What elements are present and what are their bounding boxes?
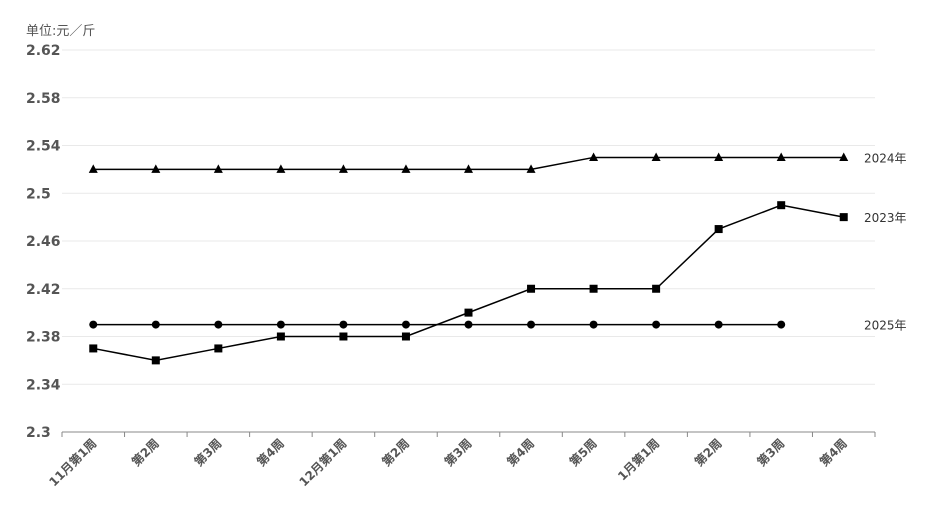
data-point: [338, 164, 348, 173]
data-point: [589, 152, 599, 161]
y-tick-label: 2.38: [26, 330, 61, 346]
series-square: 2023年: [89, 201, 907, 365]
series-triangle: 2024年: [88, 151, 907, 173]
series-circle: 2025年: [89, 319, 907, 333]
x-tick-label: 第2周: [128, 436, 161, 469]
x-tick-label: 11月第1周: [46, 436, 100, 490]
data-point: [339, 320, 348, 329]
data-point: [714, 225, 723, 234]
data-point: [527, 284, 536, 293]
unit-label: 单位:元／斤: [26, 24, 95, 39]
data-point: [776, 152, 786, 161]
data-point: [777, 201, 786, 210]
y-tick-label: 2.58: [26, 91, 61, 107]
data-point: [464, 320, 473, 329]
data-point: [714, 320, 723, 329]
data-point: [88, 164, 98, 173]
data-point: [527, 320, 536, 329]
x-tick-label: 第2周: [379, 436, 412, 469]
data-point: [276, 164, 286, 173]
data-point: [839, 152, 849, 161]
data-point: [214, 320, 223, 329]
x-tick-label: 12月第1周: [296, 436, 350, 490]
data-point: [89, 320, 98, 329]
y-axis-ticks: 2.3 2.34 2.38 2.42 2.46 2.5 2.54 2.58 2.62: [26, 43, 61, 441]
y-tick-label: 2.62: [26, 43, 61, 59]
data-point: [651, 152, 661, 161]
y-tick-label: 2.46: [26, 234, 61, 250]
data-point: [714, 152, 724, 161]
y-tick-label: 2.3: [26, 425, 51, 441]
data-point: [652, 320, 661, 329]
data-point: [401, 332, 410, 341]
data-point: [839, 213, 848, 222]
data-point: [526, 164, 536, 173]
x-tick-label: 第4周: [504, 436, 537, 469]
data-point: [214, 344, 223, 353]
grid: [62, 49, 875, 385]
series-label: 2025年: [864, 319, 907, 333]
data-point: [89, 344, 98, 353]
data-point: [777, 320, 786, 329]
x-tick-label: 第4周: [816, 436, 849, 469]
y-tick-label: 2.5: [26, 186, 51, 202]
data-point: [151, 320, 160, 329]
x-tick-label: 第3周: [754, 436, 787, 469]
data-point: [276, 332, 285, 341]
data-point: [652, 284, 661, 293]
x-tick-label: 第3周: [441, 436, 474, 469]
x-tick-label: 1月第1周: [614, 436, 662, 484]
data-point: [151, 356, 160, 365]
data-point: [464, 164, 473, 173]
data-point: [276, 320, 285, 329]
x-tick-label: 第3周: [191, 436, 224, 469]
data-point: [589, 320, 598, 329]
data-point: [464, 308, 473, 317]
data-point: [213, 164, 223, 173]
x-tick-label: 第5周: [566, 436, 599, 469]
series-group: 2024年 2023年 2025年: [88, 151, 907, 365]
x-axis: 11月第1周 第2周 第3周 第4周 12月第1周 第2周 第3周 第4周 第5周 1月第1周 第2…: [46, 431, 876, 490]
data-point: [339, 332, 348, 341]
data-point: [401, 164, 411, 173]
y-tick-label: 2.34: [26, 377, 61, 393]
series-label: 2024年: [864, 151, 907, 165]
series-label: 2023年: [864, 211, 907, 225]
y-tick-label: 2.54: [26, 139, 61, 155]
data-point: [151, 164, 161, 173]
series-line: [93, 204, 844, 362]
x-tick-label: 第4周: [254, 436, 287, 469]
y-tick-label: 2.42: [26, 282, 61, 298]
data-point: [401, 320, 410, 329]
data-point: [589, 284, 598, 293]
x-tick-label: 第2周: [691, 436, 724, 469]
